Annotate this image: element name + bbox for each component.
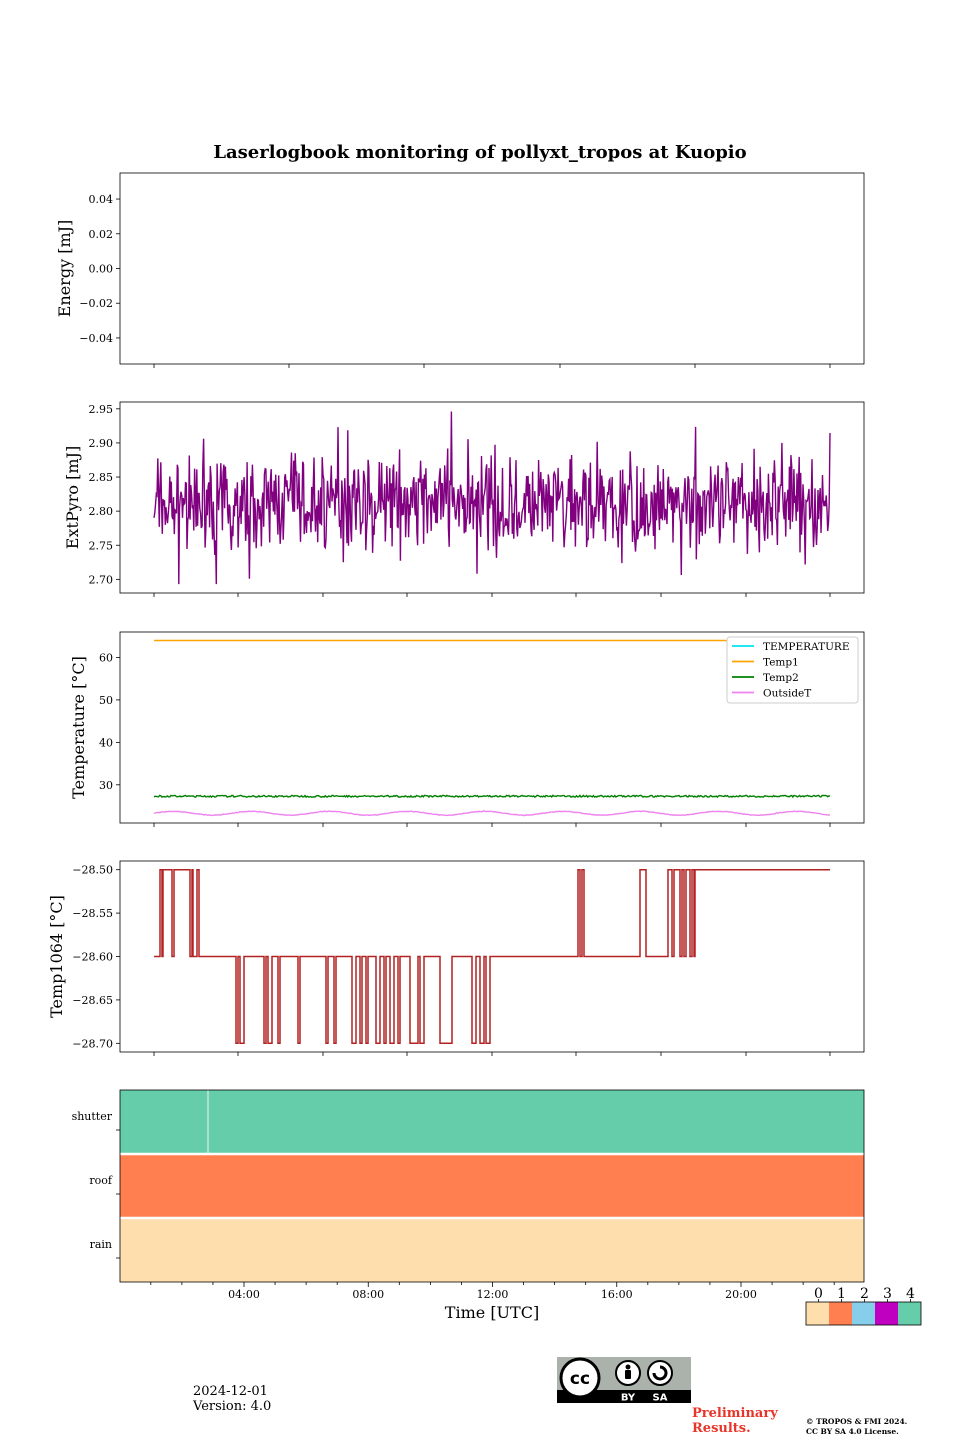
temp1064-panel: −28.50 −28.55 −28.60 −28.65 −28.70 Temp1064 [… <box>47 860 865 1056</box>
plot-frame <box>119 1089 865 1283</box>
colorbar-swatch-1 <box>829 1302 852 1325</box>
y-tick-label: −28.70 <box>72 1037 113 1050</box>
colorbar-swatch-3 <box>875 1302 898 1325</box>
outsidet-series-line <box>153 810 831 817</box>
legend: TEMPERATURE Temp1 Temp2 OutsideT <box>726 636 859 704</box>
row-label: roof <box>89 1174 113 1187</box>
sa-share-icon <box>647 1360 673 1386</box>
colorbar-swatch-0 <box>806 1302 829 1325</box>
colorbar-tick-label: 2 <box>860 1286 869 1302</box>
row-label: shutter <box>72 1110 113 1123</box>
y-axis-label: Temperature [°C] <box>69 656 88 799</box>
colorbar-tick-label: 4 <box>906 1286 915 1302</box>
legend-label: Temp1 <box>763 657 799 669</box>
y-tick-label: 30 <box>99 779 113 792</box>
copyright-note: © TROPOS & FMI 2024. CC BY SA 4.0 Licens… <box>806 1417 907 1437</box>
chart-title: Laserlogbook monitoring of pollyxt_tropo… <box>213 142 746 163</box>
flag-row-shutter <box>120 1090 864 1154</box>
cc-icon <box>559 1357 601 1399</box>
flag-row-roof <box>120 1154 864 1218</box>
row-label: rain <box>90 1238 112 1251</box>
cc-by-sa-badge: cc BY SA <box>557 1357 691 1403</box>
y-tick-label: 0.04 <box>89 193 114 206</box>
legend-box <box>726 636 859 704</box>
y-tick-label: −0.02 <box>79 297 113 310</box>
preliminary-line-2: Results. <box>692 1421 751 1436</box>
y-tick-label: −28.50 <box>72 864 113 877</box>
copyright-line-1: © TROPOS & FMI 2024. <box>806 1417 908 1426</box>
temp2-series-line <box>153 794 831 799</box>
colorbar-tick-label: 0 <box>814 1286 823 1302</box>
temperature-panel: 60 50 40 30 Temperature [°C] TEMPERATURE Temp1… <box>69 631 865 827</box>
by-label: BY <box>621 1393 636 1404</box>
y-tick-label: 60 <box>99 651 113 664</box>
y-tick-label: 0.00 <box>89 263 114 276</box>
y-tick-label: −0.04 <box>79 332 113 345</box>
y-tick-label: 2.75 <box>89 539 114 552</box>
x-tick-label: 12:00 <box>477 1288 509 1301</box>
x-axis-label: Time [UTC] <box>445 1303 539 1322</box>
extpyro-series-line <box>153 411 831 585</box>
cc-text: cc <box>570 1369 590 1389</box>
y-tick-label: 2.95 <box>89 403 114 416</box>
preliminary-note: Preliminary Results. <box>692 1406 778 1436</box>
colorbar-swatch-4 <box>898 1302 921 1325</box>
version-label: Version: 4.0 <box>193 1399 272 1414</box>
x-tick-label: 20:00 <box>725 1288 757 1301</box>
extpyro-panel: 2.95 2.90 2.85 2.80 2.75 2.70 ExtPyro [mJ] <box>63 401 865 597</box>
preliminary-line-1: Preliminary <box>692 1406 778 1421</box>
x-tick-label: 16:00 <box>601 1288 633 1301</box>
flag-row-rain <box>120 1218 864 1282</box>
y-tick-label: −28.65 <box>72 994 113 1007</box>
y-axis-label: Energy [mJ] <box>55 220 74 318</box>
plot-frame <box>119 172 865 365</box>
legend-label: OutsideT <box>763 688 811 700</box>
colorbar-swatch-2 <box>852 1302 875 1325</box>
y-tick-label: 2.90 <box>89 437 114 450</box>
flags-panel: shutter roof rain 04:00 08:00 12:00 16:00 20:00… <box>72 1089 865 1322</box>
colorbar-frame <box>805 1301 922 1326</box>
y-tick-label: −28.60 <box>72 951 113 964</box>
x-tick-label: 08:00 <box>352 1288 384 1301</box>
sa-label: SA <box>653 1393 668 1404</box>
energy-panel: 0.04 0.02 0.00 −0.02 −0.04 Energy [mJ] <box>55 172 865 368</box>
legend-label: Temp2 <box>763 672 799 684</box>
date-label: 2024-12-01 <box>193 1384 268 1399</box>
legend-label: TEMPERATURE <box>763 641 850 653</box>
colorbar-tick-label: 3 <box>883 1286 892 1302</box>
colorbar-tick-label: 1 <box>837 1286 846 1302</box>
y-tick-label: 2.80 <box>89 505 114 518</box>
y-axis-label: ExtPyro [mJ] <box>63 446 82 549</box>
y-tick-label: −28.55 <box>72 907 113 920</box>
y-tick-label: 2.70 <box>89 573 114 586</box>
y-tick-label: 50 <box>99 694 113 707</box>
y-axis-label: Temp1064 [°C] <box>47 895 66 1018</box>
copyright-line-2: CC BY SA 4.0 License. <box>806 1427 899 1436</box>
x-tick-label: 04:00 <box>228 1288 260 1301</box>
y-tick-label: 2.85 <box>89 471 114 484</box>
temp1064-series-line <box>154 868 830 1045</box>
y-tick-label: 0.02 <box>89 228 114 241</box>
y-tick-label: 40 <box>99 736 113 749</box>
footer-info: 2024-12-01 Version: 4.0 <box>193 1384 271 1414</box>
